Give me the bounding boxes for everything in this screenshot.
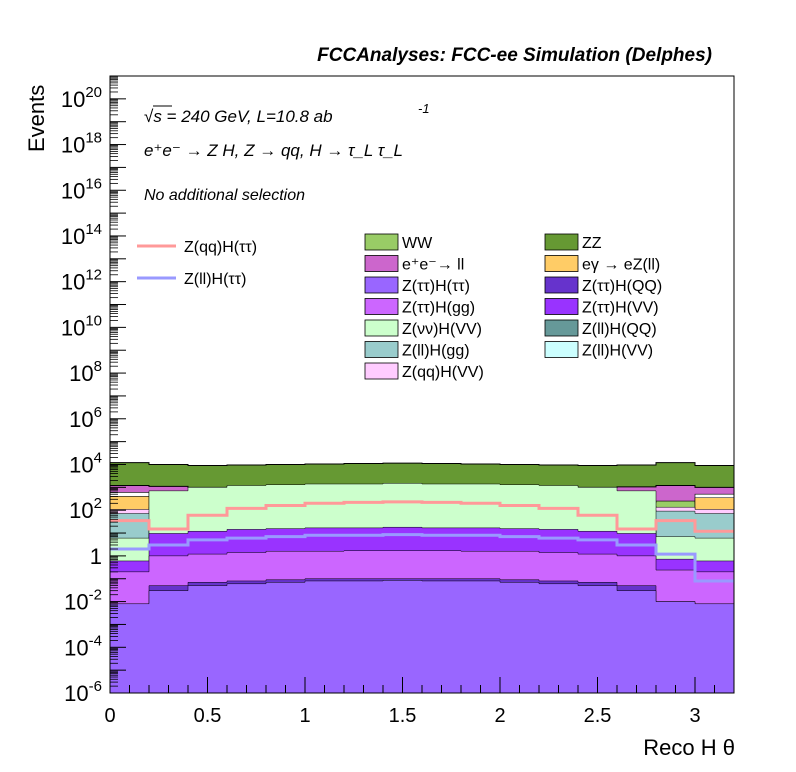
x-tick-label: 1 bbox=[299, 705, 310, 727]
legend-swatch bbox=[364, 233, 399, 251]
line-z-qq-h- bbox=[110, 500, 734, 533]
annotation-process: e⁺e⁻ → Z H, Z → qq, H → τ_L τ_L bbox=[144, 141, 403, 160]
legend-swatch bbox=[544, 341, 579, 358]
x-tick-label: 3 bbox=[689, 705, 700, 727]
y-tick-label: 102 bbox=[69, 495, 102, 523]
annotation-selection: No additional selection bbox=[144, 187, 305, 204]
y-tick-label: 1012 bbox=[61, 267, 102, 295]
x-axis-label: Reco H θ bbox=[643, 735, 735, 760]
legend-swatch bbox=[544, 255, 579, 272]
legend-swatch bbox=[364, 298, 399, 315]
y-tick-label: 108 bbox=[69, 358, 102, 386]
y-tick-label: 10-4 bbox=[64, 632, 102, 660]
y-axis-label: Events bbox=[24, 85, 49, 152]
chart-title: FCCAnalyses: FCC-ee Simulation (Delphes) bbox=[317, 45, 712, 66]
y-tick-label: 1016 bbox=[61, 175, 102, 203]
legend-swatch bbox=[544, 276, 579, 294]
legend: Z(qq)H(ττ) Z(ll)H(ττ) WW ZZ e⁺e⁻→ ll eγ → eZ(… bbox=[137, 233, 662, 381]
axes: 0 0.5 1 1.5 2 2.5 3 10-6 10-4 10-2 1 102 104 106 108 10… bbox=[61, 75, 735, 727]
legend-swatch bbox=[364, 255, 399, 272]
legend-label: Z(νν)H(VV) bbox=[402, 321, 482, 338]
legend-label: WW bbox=[402, 235, 433, 252]
legend-label: Z(ττ)H(gg) bbox=[402, 300, 475, 317]
svg-text:√s = 240 GeV, L=10.8 ab: √s = 240 GeV, L=10.8 ab bbox=[144, 107, 333, 126]
y-tick-label: 104 bbox=[69, 449, 102, 477]
y-tick-label: 1010 bbox=[61, 312, 102, 340]
signal-lines bbox=[110, 500, 734, 583]
legend-swatch bbox=[364, 319, 399, 337]
y-tick-label: 106 bbox=[69, 404, 102, 432]
x-tick-label: 1.5 bbox=[389, 705, 417, 727]
legend-label: ZZ bbox=[582, 235, 602, 252]
x-tick-label: 2.5 bbox=[584, 705, 612, 727]
legend-label: Z(ll)H(gg) bbox=[402, 343, 470, 360]
legend-swatch bbox=[364, 362, 399, 380]
legend-label: eγ → eZ(ll) bbox=[582, 257, 660, 274]
annotation-energy-sup: -1 bbox=[418, 101, 430, 116]
stack-layer bbox=[109, 462, 735, 694]
x-tick-label: 0 bbox=[104, 705, 115, 727]
line-z-ll-h- bbox=[110, 533, 734, 583]
legend-swatch bbox=[364, 276, 399, 294]
annotation-energy: √s = 240 GeV, L=10.8 ab -1 bbox=[144, 101, 430, 126]
legend-swatch bbox=[544, 233, 579, 251]
x-tick-label: 2 bbox=[494, 705, 505, 727]
legend-line-label: Z(ll)H(ττ) bbox=[184, 271, 246, 288]
legend-label: Z(ττ)H(ττ) bbox=[402, 278, 470, 295]
stack-z-h- bbox=[109, 580, 735, 694]
legend-label: Z(ll)H(VV) bbox=[582, 343, 653, 360]
legend-swatch bbox=[544, 319, 579, 337]
legend-label: Z(ττ)H(VV) bbox=[582, 300, 659, 317]
y-tick-label: 10-2 bbox=[64, 587, 102, 615]
legend-label: Z(qq)H(VV) bbox=[402, 364, 484, 381]
legend-label: e⁺e⁻→ ll bbox=[402, 257, 464, 274]
y-tick-label: 1018 bbox=[61, 130, 102, 158]
legend-swatch bbox=[364, 341, 399, 358]
y-tick-label: 1014 bbox=[61, 221, 102, 249]
legend-label: Z(ττ)H(QQ) bbox=[582, 278, 662, 295]
y-tick-label: 1 bbox=[90, 544, 102, 569]
legend-label: Z(ll)H(QQ) bbox=[582, 321, 657, 338]
y-tick-label: 1020 bbox=[61, 84, 102, 112]
y-tick-label: 10-6 bbox=[64, 678, 102, 706]
legend-line-label: Z(qq)H(ττ) bbox=[184, 239, 257, 256]
legend-swatch bbox=[544, 298, 579, 315]
x-tick-label: 0.5 bbox=[194, 705, 222, 727]
